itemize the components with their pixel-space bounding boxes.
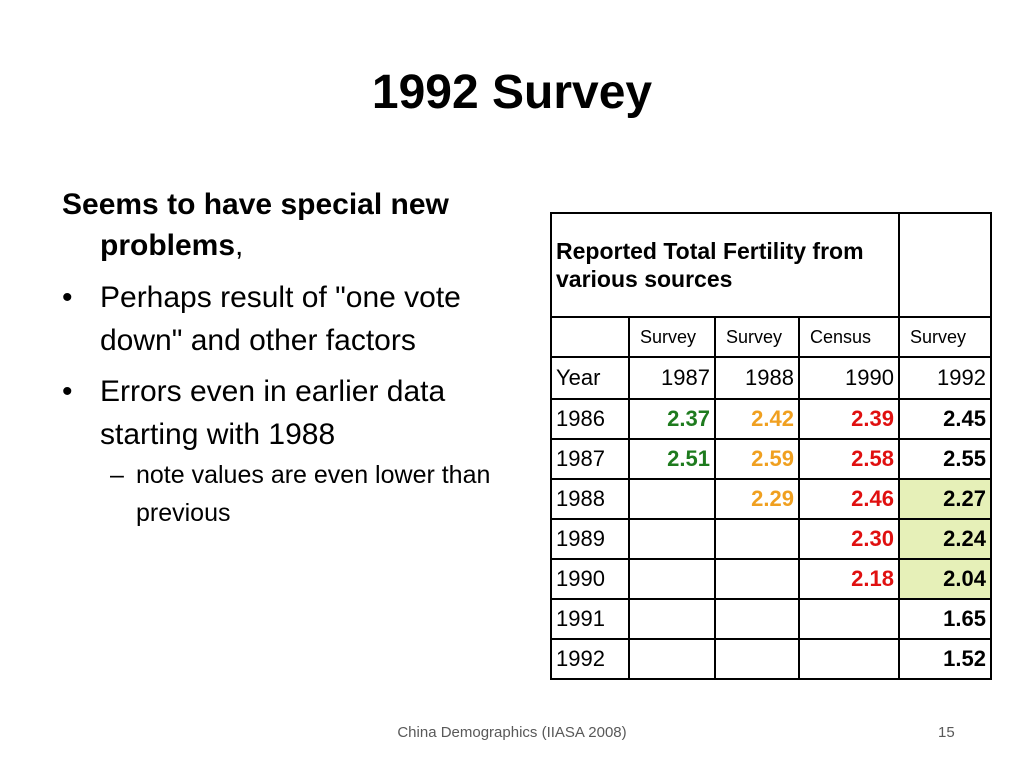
bullet-text: Perhaps result of "one vote down" and ot… [100, 281, 461, 357]
footer-text: China Demographics (IIASA 2008) [397, 724, 627, 741]
empty-cell [714, 638, 800, 680]
bullet-list: Perhaps result of "one vote down" and ot… [62, 276, 502, 532]
fertility-value-cell: 2.30 [798, 518, 900, 560]
empty-cell [628, 638, 716, 680]
source-year-cell: 1988 [714, 356, 800, 400]
row-year-cell: 1988 [550, 478, 630, 520]
table-title: Reported Total Fertility from various so… [550, 212, 900, 318]
empty-cell [628, 598, 716, 640]
fertility-value-cell: 2.42 [714, 398, 800, 440]
row-year-cell: 1989 [550, 518, 630, 560]
table-row: 1992 1.52 [550, 638, 992, 680]
sub-bullet-list: note values are even lower than previous [100, 456, 502, 532]
source-year-cell: 1987 [628, 356, 716, 400]
intro-bold-text: Seems to have special new problems [62, 188, 449, 262]
sub-bullet-text: note values are even lower than previous [136, 461, 491, 527]
row-year-cell: 1990 [550, 558, 630, 600]
fertility-table: Reported Total Fertility from various so… [550, 212, 992, 680]
fertility-value-cell: 2.39 [798, 398, 900, 440]
fertility-value-cell: 2.04 [898, 558, 992, 600]
fertility-value-cell: 2.59 [714, 438, 800, 480]
fertility-value-cell: 2.27 [898, 478, 992, 520]
table-row: 1990 2.18 2.04 [550, 558, 992, 600]
empty-cell [628, 478, 716, 520]
fertility-value-cell: 2.45 [898, 398, 992, 440]
empty-cell [714, 518, 800, 560]
fertility-value-cell: 1.52 [898, 638, 992, 680]
source-corner-cell [550, 316, 630, 358]
table-title-empty-cell [898, 212, 992, 318]
fertility-value-cell: 2.29 [714, 478, 800, 520]
fertility-value-cell: 2.46 [798, 478, 900, 520]
source-row: Survey Survey Census Survey [550, 316, 992, 358]
sub-bullet-item: note values are even lower than previous [100, 456, 502, 532]
table-row: 1986 2.37 2.42 2.39 2.45 [550, 398, 992, 440]
row-year-cell: 1991 [550, 598, 630, 640]
table-row: 1988 2.29 2.46 2.27 [550, 478, 992, 520]
slide-title: 1992 Survey [371, 66, 653, 119]
empty-cell [628, 558, 716, 600]
empty-cell [798, 638, 900, 680]
bullet-item: Errors even in earlier data starting wit… [62, 370, 502, 532]
fertility-value-cell: 2.55 [898, 438, 992, 480]
year-label: Year [550, 356, 630, 400]
source-header-cell: Survey [898, 316, 992, 358]
intro-text: Seems to have special new problems, [62, 184, 502, 266]
fertility-value-cell: 2.24 [898, 518, 992, 560]
slide-body: Seems to have special new problems, Perh… [62, 184, 502, 540]
year-header-row: Year 1987 1988 1990 1992 [550, 356, 992, 400]
row-year-cell: 1986 [550, 398, 630, 440]
source-year-cell: 1990 [798, 356, 900, 400]
table-row: 1987 2.51 2.59 2.58 2.55 [550, 438, 992, 480]
bullet-item: Perhaps result of "one vote down" and ot… [62, 276, 502, 362]
row-year-cell: 1987 [550, 438, 630, 480]
fertility-value-cell: 2.58 [798, 438, 900, 480]
empty-cell [798, 598, 900, 640]
slide-number: 15 [938, 724, 955, 741]
intro-comma: , [235, 229, 244, 262]
fertility-value-cell: 2.18 [798, 558, 900, 600]
empty-cell [714, 558, 800, 600]
source-year-cell: 1992 [898, 356, 992, 400]
source-header-cell: Survey [628, 316, 716, 358]
table-row: 1991 1.65 [550, 598, 992, 640]
source-header-cell: Survey [714, 316, 800, 358]
fertility-value-cell: 1.65 [898, 598, 992, 640]
empty-cell [714, 598, 800, 640]
empty-cell [628, 518, 716, 560]
table-row: 1989 2.30 2.24 [550, 518, 992, 560]
fertility-value-cell: 2.37 [628, 398, 716, 440]
bullet-text: Errors even in earlier data starting wit… [100, 375, 446, 451]
source-header-cell: Census [798, 316, 900, 358]
row-year-cell: 1992 [550, 638, 630, 680]
table-title-row: Reported Total Fertility from various so… [550, 212, 992, 318]
fertility-value-cell: 2.51 [628, 438, 716, 480]
